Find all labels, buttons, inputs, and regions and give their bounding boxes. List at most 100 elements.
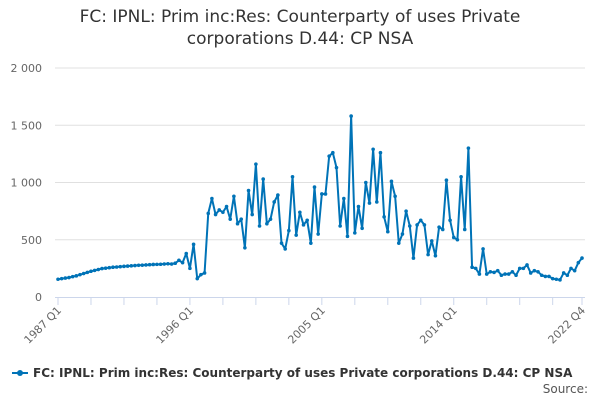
- data-point: [525, 263, 529, 267]
- title-line-2: corporations D.44: CP NSA: [186, 29, 414, 49]
- data-point: [554, 277, 559, 282]
- data-point: [228, 217, 233, 221]
- data-point: [305, 218, 309, 223]
- data-point: [492, 270, 496, 275]
- data-point: [56, 277, 60, 282]
- data-point: [374, 200, 379, 204]
- data-point: [217, 208, 222, 212]
- data-point: [342, 196, 346, 201]
- data-point: [488, 270, 493, 274]
- data-point: [287, 228, 291, 233]
- data-point: [364, 180, 368, 185]
- data-point: [166, 261, 170, 266]
- data-point: [400, 232, 405, 236]
- data-point: [521, 266, 526, 271]
- data-point: [63, 276, 68, 280]
- data-point: [59, 276, 64, 281]
- data-point: [517, 266, 522, 271]
- data-point: [543, 274, 548, 279]
- data-point: [279, 241, 284, 245]
- data-point: [440, 227, 445, 232]
- data-point: [576, 260, 581, 265]
- data-point: [393, 194, 397, 199]
- data-point: [444, 178, 449, 183]
- data-point: [378, 150, 383, 155]
- data-point: [199, 272, 203, 277]
- data-point: [74, 274, 79, 278]
- data-point: [433, 253, 438, 258]
- data-point: [470, 265, 474, 270]
- data-point: [437, 225, 441, 229]
- data-point: [539, 273, 544, 278]
- legend-item[interactable]: FC: IPNL: Prim inc:Res: Counterparty of …: [12, 366, 572, 380]
- y-tick-label: 500: [21, 234, 42, 247]
- y-tick-label: 0: [35, 291, 42, 304]
- y-tick-label: 1 500: [11, 119, 43, 132]
- data-point: [462, 227, 467, 232]
- data-point: [140, 263, 145, 267]
- data-point: [415, 223, 419, 227]
- data-point: [451, 235, 456, 240]
- data-point: [125, 264, 130, 268]
- series-line: [57, 115, 583, 281]
- data-point: [272, 200, 276, 204]
- data-point: [316, 232, 320, 236]
- data-point: [202, 271, 207, 275]
- data-point: [96, 267, 101, 272]
- data-point: [312, 185, 317, 189]
- data-point: [188, 266, 192, 271]
- data-point: [254, 162, 258, 166]
- data-point: [338, 224, 342, 228]
- data-point: [473, 266, 478, 271]
- data-point: [572, 268, 577, 273]
- data-point: [385, 229, 390, 234]
- data-point: [495, 268, 500, 273]
- data-point: [418, 218, 423, 223]
- data-point: [158, 262, 163, 267]
- data-point: [169, 262, 174, 266]
- data-point: [367, 201, 372, 205]
- data-point: [389, 179, 394, 184]
- data-point: [81, 271, 86, 276]
- data-point: [213, 212, 218, 217]
- data-point: [103, 266, 108, 270]
- legend-line-marker-icon: [12, 370, 28, 376]
- data-point: [448, 218, 452, 223]
- data-point: [323, 192, 328, 196]
- data-point: [561, 271, 566, 275]
- data-point: [360, 226, 364, 231]
- data-point: [550, 276, 555, 281]
- data-point: [70, 274, 75, 279]
- data-point: [144, 263, 148, 267]
- data-point: [294, 233, 298, 237]
- data-point: [334, 165, 339, 170]
- data-point: [331, 150, 335, 155]
- data-point: [301, 223, 306, 227]
- data-point: [191, 242, 196, 247]
- y-tick-label: 2 000: [11, 62, 43, 75]
- data-point: [345, 234, 350, 239]
- data-point: [85, 270, 90, 275]
- data-point: [327, 154, 331, 158]
- data-point: [129, 264, 134, 268]
- data-point: [195, 276, 200, 281]
- x-tick-label: 1996 Q1: [154, 304, 197, 347]
- data-point: [290, 174, 295, 179]
- data-point: [184, 251, 189, 256]
- data-point: [429, 239, 434, 243]
- data-point: [180, 260, 185, 265]
- data-point: [276, 193, 280, 197]
- data-point: [206, 211, 211, 216]
- data-point: [396, 241, 401, 245]
- data-point: [268, 217, 273, 221]
- data-point: [407, 224, 412, 228]
- data-point: [569, 266, 573, 271]
- data-point: [356, 204, 361, 209]
- data-point: [371, 147, 375, 152]
- x-tick-label: 2022 Q4: [546, 304, 589, 347]
- data-point: [177, 258, 181, 263]
- data-point: [466, 146, 471, 150]
- data-point: [283, 247, 287, 251]
